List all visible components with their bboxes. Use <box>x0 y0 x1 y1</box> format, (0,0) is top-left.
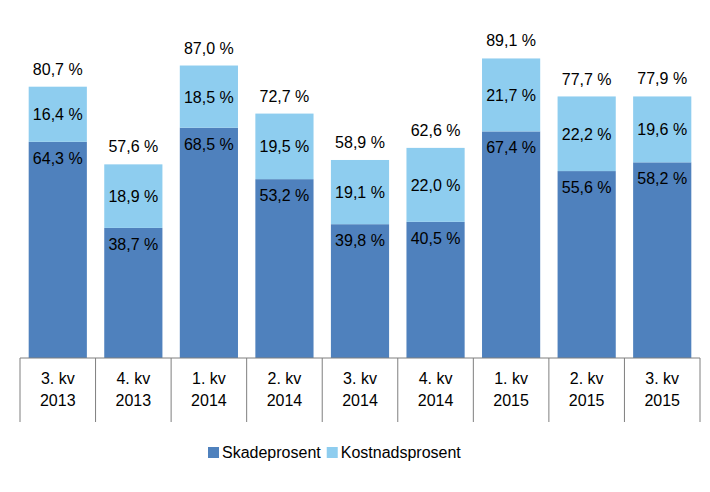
x-tick-label: 3. kv 2014 <box>342 370 378 409</box>
x-tick-label-line: 3. kv <box>41 370 75 387</box>
data-label: 38,7 % <box>108 236 158 253</box>
data-label: 40,5 % <box>411 230 461 247</box>
legend-label: Kostnadsprosent <box>341 444 462 461</box>
x-tick-label: 4. kv 2013 <box>116 370 152 409</box>
x-tick-label-line: 2. kv <box>570 370 604 387</box>
legend-swatch <box>208 447 219 458</box>
chart: 64,3 % 16,4 % 80,7 % 38,7 % 18,9 % 57,6 % 68,5… <box>0 0 710 492</box>
data-label: 16,4 % <box>33 106 83 123</box>
data-label: 18,5 % <box>184 89 234 106</box>
x-tick-label: 4. kv 2014 <box>418 370 454 409</box>
data-label: 67,4 % <box>486 139 536 156</box>
category-separator <box>624 358 625 422</box>
bar-segment <box>255 179 313 358</box>
x-tick-label-line: 2015 <box>644 392 680 409</box>
data-labels: 64,3 % 16,4 % 80,7 % 38,7 % 18,9 % 57,6 % 68,5… <box>33 32 687 252</box>
x-tick-label-line: 3. kv <box>645 370 679 387</box>
bar-segment <box>180 66 238 128</box>
data-label: 68,5 % <box>184 136 234 153</box>
x-tick-label-line: 2013 <box>40 392 76 409</box>
legend-swatch <box>327 447 338 458</box>
bar-segment <box>180 128 238 358</box>
x-tick-label-line: 2015 <box>493 392 529 409</box>
data-label: 53,2 % <box>260 187 310 204</box>
category-separator <box>700 358 701 422</box>
x-tick-label-line: 2. kv <box>268 370 302 387</box>
x-tick-label: 3. kv 2015 <box>644 370 680 409</box>
x-tick-label-line: 1. kv <box>494 370 528 387</box>
data-label: 18,9 % <box>108 188 158 205</box>
category-separator <box>473 358 474 422</box>
total-label: 62,6 % <box>411 122 461 139</box>
total-label: 87,0 % <box>184 40 234 57</box>
bar-segment <box>104 164 162 228</box>
total-label: 77,9 % <box>637 70 687 87</box>
x-tick-label: 1. kv 2015 <box>493 370 529 409</box>
x-tick-label-line: 2013 <box>116 392 152 409</box>
legend-label: Skadeprosent <box>222 444 321 461</box>
bar-segment <box>331 160 389 224</box>
x-tick-label-line: 4. kv <box>419 370 453 387</box>
x-tick-label-line: 2014 <box>418 392 454 409</box>
data-label: 55,6 % <box>562 179 612 196</box>
data-label: 58,2 % <box>637 170 687 187</box>
category-separator <box>322 358 323 422</box>
data-label: 19,5 % <box>260 138 310 155</box>
category-separator <box>20 358 21 422</box>
x-tick-label-line: 2015 <box>569 392 605 409</box>
bar-segment <box>104 228 162 358</box>
total-label: 89,1 % <box>486 32 536 49</box>
data-label: 19,1 % <box>335 184 385 201</box>
x-tick-label: 2. kv 2015 <box>569 370 605 409</box>
total-label: 72,7 % <box>260 88 310 105</box>
data-label: 64,3 % <box>33 150 83 167</box>
data-label: 21,7 % <box>486 87 536 104</box>
x-tick-label-line: 3. kv <box>343 370 377 387</box>
bar-segment <box>633 96 691 162</box>
legend: Skadeprosent Kostnadsprosent <box>208 444 461 461</box>
data-label: 19,6 % <box>637 121 687 138</box>
bar-segment <box>29 142 87 358</box>
x-tick-label-line: 2014 <box>342 392 378 409</box>
total-label: 77,7 % <box>562 71 612 88</box>
data-label: 22,0 % <box>411 177 461 194</box>
total-label: 58,9 % <box>335 134 385 151</box>
data-label: 22,2 % <box>562 126 612 143</box>
bars <box>29 58 692 358</box>
bar-segment <box>255 114 313 180</box>
category-separator <box>95 358 96 422</box>
bar-segment <box>482 131 540 358</box>
x-tick-label-line: 1. kv <box>192 370 226 387</box>
bar-segment <box>406 148 464 222</box>
bar-segment <box>633 162 691 358</box>
bar-segment <box>558 96 616 171</box>
category-separator <box>397 358 398 422</box>
category-separator <box>548 358 549 422</box>
x-tick-label-line: 2014 <box>191 392 227 409</box>
x-tick-label-line: 4. kv <box>116 370 150 387</box>
bar-segment <box>331 224 389 358</box>
x-tick-label: 2. kv 2014 <box>267 370 303 409</box>
bar-segment <box>482 58 540 131</box>
total-label: 57,6 % <box>108 138 158 155</box>
bar-segment <box>29 87 87 142</box>
x-tick-label-line: 2014 <box>267 392 303 409</box>
category-separator <box>171 358 172 422</box>
category-separator <box>246 358 247 422</box>
x-tick-label: 3. kv 2013 <box>40 370 76 409</box>
x-tick-label: 1. kv 2014 <box>191 370 227 409</box>
total-label: 80,7 % <box>33 61 83 78</box>
x-axis <box>20 358 700 359</box>
bar-segment <box>406 222 464 358</box>
bar-segment <box>558 171 616 358</box>
data-label: 39,8 % <box>335 232 385 249</box>
